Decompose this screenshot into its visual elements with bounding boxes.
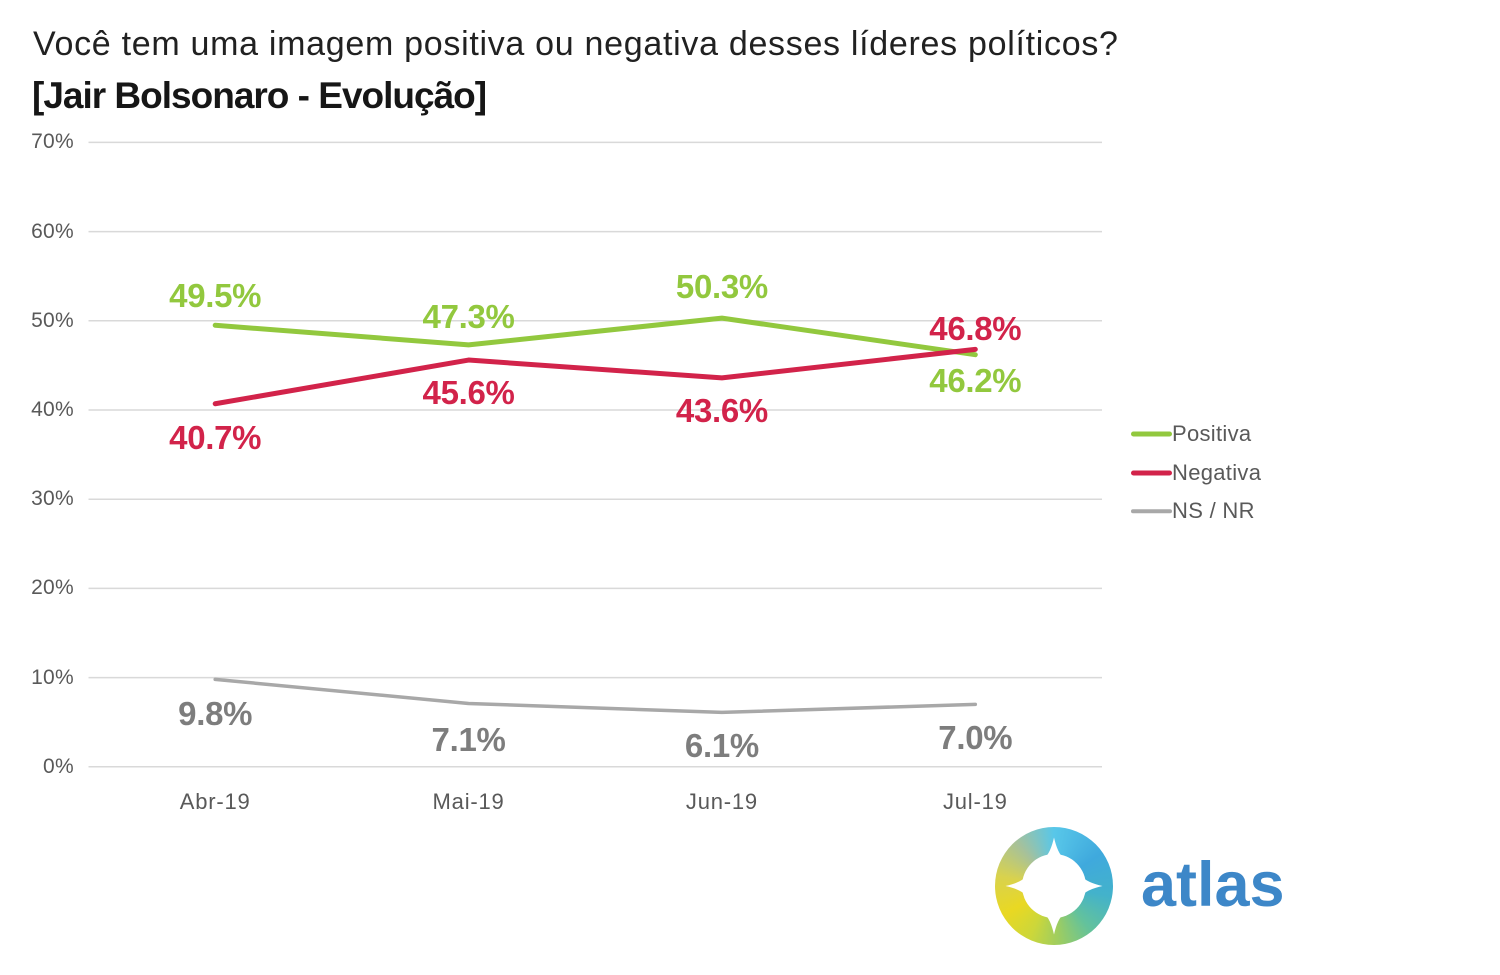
y-axis-tick: 30% <box>31 487 74 511</box>
data-label: 43.6% <box>675 391 768 429</box>
data-label: 6.1% <box>684 727 759 765</box>
data-label: 46.8% <box>929 310 1022 348</box>
compass-star-icon <box>1005 837 1103 935</box>
y-axis-tick: 40% <box>31 398 74 421</box>
data-label: 7.0% <box>938 719 1013 757</box>
atlas-logo-text: atlas <box>1141 850 1285 920</box>
data-label: 46.2% <box>929 361 1022 399</box>
series-line-nsnr <box>213 677 978 715</box>
data-label: 45.6% <box>422 374 515 412</box>
y-axis-tick: 60% <box>31 219 74 243</box>
x-axis-tick: Mai-19 <box>432 789 505 814</box>
legend-label: NS / NR <box>1172 498 1255 523</box>
chart-subtitle: [Jair Bolsonaro - Evolução] <box>32 75 487 116</box>
legend-swatch <box>1131 509 1172 513</box>
y-axis-tick: 10% <box>31 665 74 689</box>
legend-label: Positiva <box>1172 421 1252 446</box>
chart-title: Você tem uma imagem positiva ou negativa… <box>33 25 1119 63</box>
data-label: 9.8% <box>178 695 253 733</box>
legend-swatch <box>1131 470 1172 475</box>
legend-swatch <box>1131 431 1172 437</box>
data-label: 49.5% <box>169 277 262 315</box>
legend-label: Negativa <box>1172 459 1262 485</box>
y-axis-tick: 50% <box>31 308 74 332</box>
x-axis-tick: Abr-19 <box>179 789 251 814</box>
series-line-negativa <box>212 346 978 407</box>
y-axis-tick: 0% <box>43 754 74 778</box>
y-axis-tick: 20% <box>31 576 74 600</box>
data-label: 7.1% <box>431 721 506 759</box>
data-label: 47.3% <box>422 297 515 335</box>
data-label: 40.7% <box>169 418 262 456</box>
y-axis-tick: 70% <box>31 130 74 154</box>
series-line-positiva <box>212 315 978 358</box>
x-axis-tick: Jun-19 <box>685 789 758 814</box>
data-label: 50.3% <box>675 268 768 306</box>
x-axis-tick: Jul-19 <box>942 789 1008 814</box>
